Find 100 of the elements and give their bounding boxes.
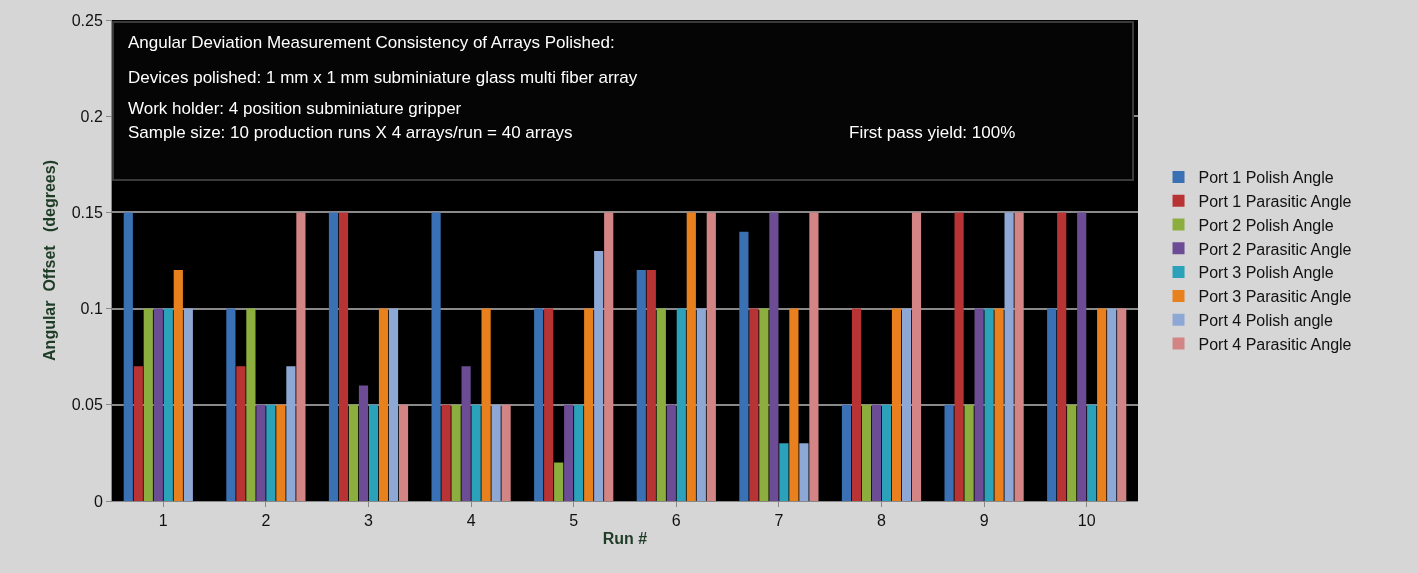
legend-label: Port 4 Parasitic Angle bbox=[1198, 335, 1352, 353]
bar bbox=[358, 385, 369, 501]
bar bbox=[348, 404, 359, 501]
bar bbox=[1107, 308, 1117, 501]
bar bbox=[1004, 212, 1014, 501]
bar bbox=[226, 308, 236, 501]
bar bbox=[256, 404, 266, 501]
bar bbox=[656, 308, 666, 501]
bar bbox=[1087, 404, 1097, 501]
bar bbox=[183, 308, 193, 501]
bar bbox=[378, 308, 389, 501]
bar bbox=[809, 212, 819, 501]
y-tick-label: 0.2 bbox=[80, 107, 103, 125]
bar bbox=[173, 270, 183, 501]
bar bbox=[328, 212, 339, 501]
bar bbox=[491, 404, 501, 501]
y-tick-label: 0 bbox=[93, 492, 103, 510]
bar bbox=[984, 308, 994, 501]
legend-label: Port 1 Parasitic Angle bbox=[1198, 192, 1352, 210]
bar bbox=[481, 308, 491, 501]
bar bbox=[769, 212, 779, 501]
bar bbox=[266, 404, 276, 501]
bar bbox=[594, 250, 604, 501]
bar bbox=[534, 308, 544, 501]
bar bbox=[1057, 212, 1067, 501]
bar bbox=[451, 404, 461, 501]
bar bbox=[636, 270, 646, 501]
bar bbox=[501, 404, 511, 501]
bar bbox=[246, 308, 256, 501]
bar bbox=[1117, 308, 1127, 501]
bar bbox=[789, 308, 799, 501]
bar bbox=[891, 308, 902, 501]
x-tick-label: 4 bbox=[466, 512, 476, 530]
bar bbox=[133, 366, 143, 501]
bar bbox=[759, 308, 769, 501]
bar bbox=[398, 404, 409, 501]
bar bbox=[974, 308, 984, 501]
bar bbox=[646, 270, 656, 501]
bar bbox=[286, 366, 296, 501]
bar bbox=[964, 404, 974, 501]
bar bbox=[954, 212, 964, 501]
legend-label: Port 3 Polish Angle bbox=[1198, 264, 1334, 282]
y-tick-label: 0.25 bbox=[71, 11, 103, 29]
x-tick-label: 10 bbox=[1077, 512, 1096, 530]
bar bbox=[851, 308, 862, 501]
bar bbox=[604, 212, 614, 501]
legend-label: Port 2 Polish Angle bbox=[1198, 216, 1334, 234]
bar bbox=[1014, 212, 1024, 501]
bar bbox=[861, 404, 872, 501]
annotation: Work holder: 4 position subminiature gripper bbox=[128, 99, 462, 119]
bar bbox=[143, 308, 153, 501]
bar bbox=[461, 366, 471, 501]
bar bbox=[901, 308, 912, 501]
bar bbox=[739, 231, 749, 501]
bar bbox=[584, 308, 594, 501]
bar bbox=[1047, 308, 1057, 501]
bar bbox=[123, 212, 133, 501]
bar bbox=[1067, 404, 1077, 501]
legend-label: Port 3 Parasitic Angle bbox=[1198, 288, 1352, 306]
bar bbox=[471, 404, 481, 501]
y-tick-label: 0.05 bbox=[71, 396, 103, 414]
bar bbox=[431, 212, 441, 501]
bar bbox=[686, 212, 696, 501]
x-tick-label: 2 bbox=[261, 512, 271, 530]
bar bbox=[564, 404, 574, 501]
x-tick-label: 1 bbox=[158, 512, 168, 530]
bar bbox=[911, 212, 922, 501]
bar bbox=[706, 212, 716, 501]
bar bbox=[994, 308, 1004, 501]
legend-label: Port 4 Polish angle bbox=[1198, 311, 1333, 329]
chart-title: Angular Deviation Measurement Consistency of Arrays Polished: bbox=[128, 33, 615, 52]
bar bbox=[338, 212, 349, 501]
bar bbox=[666, 404, 676, 501]
bar bbox=[696, 308, 706, 501]
bar bbox=[944, 404, 954, 501]
bar bbox=[388, 308, 399, 501]
bar bbox=[554, 462, 564, 501]
bar bbox=[441, 404, 451, 501]
annotation: First pass yield: 100% bbox=[849, 123, 1016, 143]
bar bbox=[1097, 308, 1107, 501]
bar bbox=[296, 212, 306, 501]
legend-label: Port 2 Parasitic Angle bbox=[1198, 240, 1352, 258]
bar bbox=[749, 308, 759, 501]
x-axis-title: Run # bbox=[602, 529, 648, 547]
y-tick-label: 0.15 bbox=[71, 204, 103, 221]
x-tick-label: 9 bbox=[979, 512, 989, 530]
bar bbox=[871, 404, 882, 501]
bar bbox=[574, 404, 584, 501]
x-tick-label: 6 bbox=[671, 512, 681, 530]
bar bbox=[799, 443, 809, 501]
y-tick-label: 0.1 bbox=[80, 300, 103, 318]
bar bbox=[276, 404, 286, 501]
bar bbox=[676, 308, 686, 501]
bar bbox=[544, 308, 554, 501]
bar bbox=[368, 404, 379, 501]
x-tick-label: 5 bbox=[569, 512, 579, 530]
bar bbox=[153, 308, 163, 501]
bar bbox=[163, 308, 173, 501]
y-axis-title: Angular Offset (degrees) bbox=[40, 160, 58, 361]
annotation: Devices polished: 1 mm x 1 mm subminiature glass multi fiber array bbox=[128, 68, 638, 88]
